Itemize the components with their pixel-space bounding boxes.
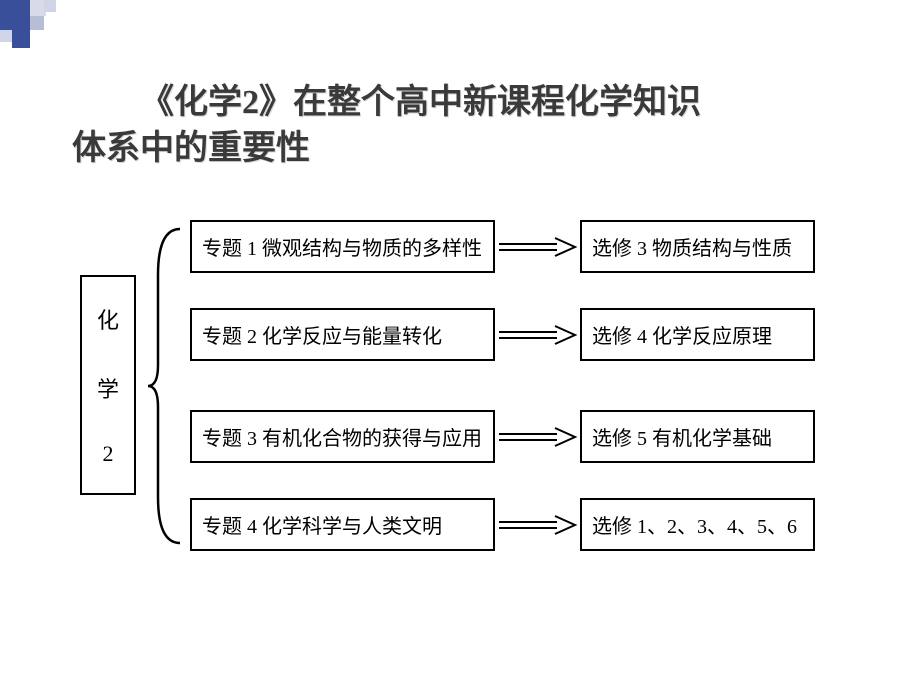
deco-square	[12, 30, 30, 48]
deco-square	[0, 30, 12, 42]
brace-icon	[146, 225, 186, 547]
diagram-row: 专题 4 化学科学与人类文明 选修 1、2、3、4、5、6	[190, 498, 815, 551]
deco-square	[44, 0, 56, 12]
arrow-icon	[495, 236, 580, 258]
title-line-2: 体系中的重要性	[72, 126, 872, 172]
diagram-row: 专题 1 微观结构与物质的多样性 选修 3 物质结构与性质	[190, 220, 815, 273]
root-char: 化	[97, 303, 119, 335]
diagram-row: 专题 3 有机化合物的获得与应用 选修 5 有机化学基础	[190, 410, 815, 463]
topic-box: 专题 1 微观结构与物质的多样性	[190, 220, 495, 273]
elective-box: 选修 3 物质结构与性质	[580, 220, 815, 273]
arrow-icon	[495, 426, 580, 448]
elective-box: 选修 4 化学反应原理	[580, 308, 815, 361]
root-char: 学	[97, 372, 119, 404]
arrow-icon	[495, 514, 580, 536]
topic-box: 专题 2 化学反应与能量转化	[190, 308, 495, 361]
deco-square	[0, 0, 30, 30]
root-box: 化 学 2	[80, 275, 136, 495]
topic-box: 专题 4 化学科学与人类文明	[190, 498, 495, 551]
elective-box: 选修 5 有机化学基础	[580, 410, 815, 463]
topic-box: 专题 3 有机化合物的获得与应用	[190, 410, 495, 463]
arrow-icon	[495, 324, 580, 346]
slide-title: 《化学2》在整个高中新课程化学知识 体系中的重要性	[72, 80, 872, 172]
deco-square	[30, 16, 44, 30]
title-line-1: 《化学2》在整个高中新课程化学知识	[72, 80, 872, 126]
root-char: 2	[103, 441, 114, 467]
topic-diagram: 化 学 2 专题 1 微观结构与物质的多样性 选修 3 物质结构与性质 专题 2…	[80, 220, 870, 550]
diagram-row: 专题 2 化学反应与能量转化 选修 4 化学反应原理	[190, 308, 815, 361]
elective-box: 选修 1、2、3、4、5、6	[580, 498, 815, 551]
